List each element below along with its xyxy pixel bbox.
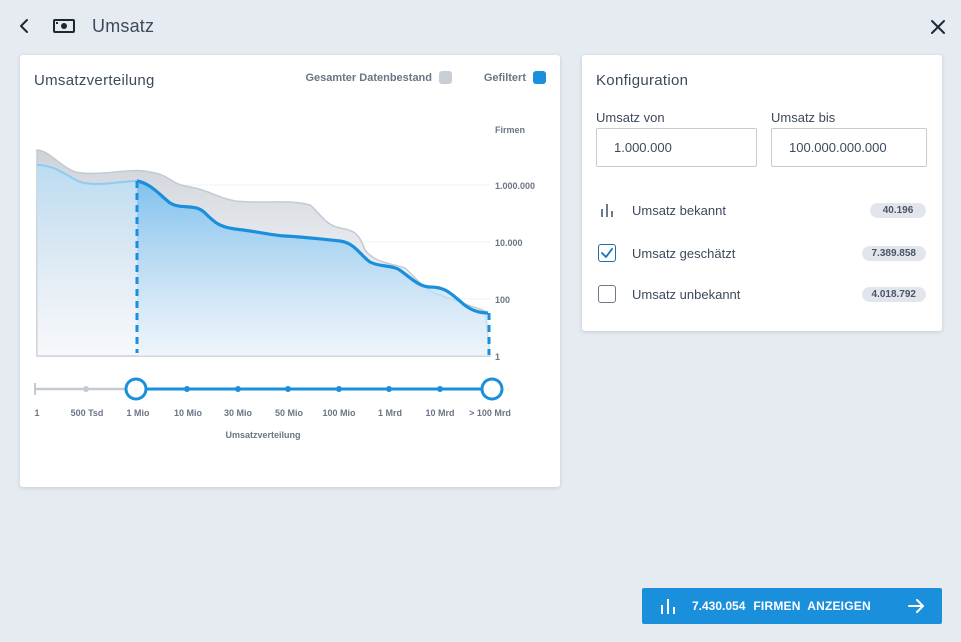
checkbox-unchecked-icon[interactable] [598, 285, 616, 303]
chart-card: Firmen 1.000.000 10.000 100 1 1 500 Tsd … [20, 55, 560, 487]
option-label: Umsatz geschätzt [632, 245, 736, 261]
revenue-to-label: Umsatz bis [771, 110, 836, 125]
legend-label: Gefiltert [483, 71, 526, 84]
result-count: 7.430.054 [692, 599, 746, 613]
y-axis-label: Firmen [495, 125, 525, 135]
legend-item-total[interactable]: Gesamter Datenbestand [305, 71, 452, 84]
x-tick-label: 500 Tsd [71, 408, 104, 418]
range-slider-handle-end[interactable] [480, 377, 504, 401]
top-bar: Umsatz [0, 0, 961, 54]
x-tick-label: > 100 Mrd [469, 408, 511, 418]
revenue-from-label: Umsatz von [596, 110, 665, 125]
count-badge: 7.389.858 [861, 245, 926, 261]
slider-tick [437, 386, 443, 392]
slider-tick [336, 386, 342, 392]
checkbox-checked-icon[interactable] [598, 244, 616, 262]
option-revenue-unknown: Umsatz unbekannt 4.018.792 [596, 282, 926, 306]
x-tick-label: 1 Mrd [378, 408, 402, 418]
slider-tick [285, 386, 291, 392]
legend-item-filtered[interactable]: Gefiltert [484, 71, 546, 84]
filtered-unselected-area [37, 165, 137, 356]
close-icon[interactable] [926, 15, 950, 39]
revenue-to-input[interactable] [771, 128, 927, 167]
range-slider-handle-start[interactable] [124, 377, 148, 401]
chart-title: Umsatzverteilung [34, 72, 155, 89]
revenue-distribution-chart: Firmen 1.000.000 10.000 100 1 1 500 Tsd … [34, 125, 535, 440]
slider-tick [83, 386, 89, 392]
slider-tick [386, 386, 392, 392]
legend-swatch [439, 71, 452, 84]
y-tick-label: 100 [495, 295, 510, 305]
banknote-icon [52, 17, 76, 35]
x-tick-label: 10 Mrd [425, 408, 454, 418]
x-tick-label: 100 Mio [322, 408, 356, 418]
config-title: Konfiguration [596, 72, 689, 89]
revenue-from-input[interactable] [596, 128, 757, 167]
filtered-series-line [136, 179, 489, 315]
x-tick-label: 30 Mio [224, 408, 253, 418]
show-companies-button[interactable]: 7.430.054 FIRMEN ANZEIGEN [642, 588, 942, 624]
x-tick-label: 1 Mio [126, 408, 150, 418]
slider-tick [235, 386, 241, 392]
option-label: Umsatz unbekannt [632, 286, 741, 302]
count-badge: 40.196 [870, 202, 926, 218]
option-label: Umsatz bekannt [632, 202, 726, 218]
y-tick-label: 10.000 [495, 238, 523, 248]
page-title: Umsatz [92, 16, 155, 36]
option-revenue-estimated: Umsatz geschätzt 7.389.858 [596, 241, 926, 265]
config-card: Konfiguration Umsatz von Umsatz bis Umsa… [582, 55, 942, 331]
legend-swatch [533, 71, 546, 84]
arrow-right-icon [908, 599, 924, 613]
x-axis-label: Umsatzverteilung [225, 430, 300, 440]
option-revenue-known: Umsatz bekannt 40.196 [596, 198, 926, 222]
slider-tick [184, 386, 190, 392]
bar-chart-icon [596, 199, 618, 221]
x-tick-label: 1 [34, 408, 39, 418]
filtered-series-area [137, 181, 490, 356]
filtered-unselected-line [36, 164, 138, 185]
count-badge: 4.018.792 [861, 286, 926, 302]
y-tick-label: 1 [495, 352, 500, 362]
x-tick-label: 50 Mio [275, 408, 304, 418]
legend-label: Gesamter Datenbestand [305, 71, 432, 84]
y-tick-label: 1.000.000 [495, 181, 535, 191]
x-tick-label: 10 Mio [174, 408, 203, 418]
button-label: FIRMEN ANZEIGEN [753, 599, 871, 613]
chevron-left-icon[interactable] [14, 14, 36, 38]
bar-chart-icon [661, 599, 675, 614]
